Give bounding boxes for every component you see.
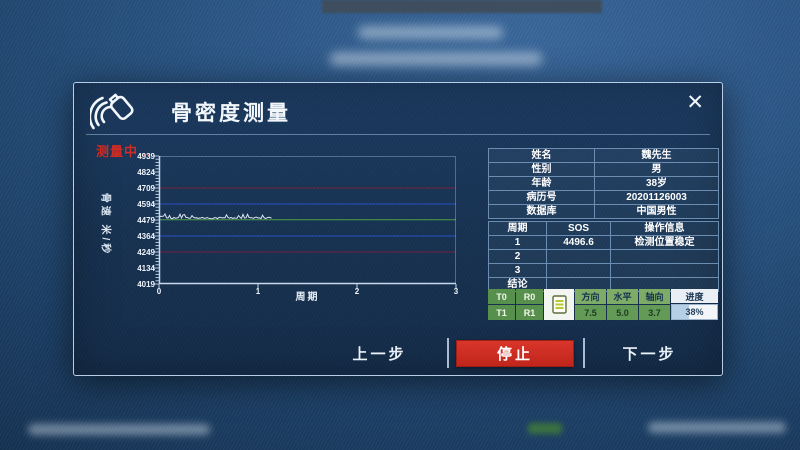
y-tick-label: 4824: [137, 167, 155, 177]
next-step-button[interactable]: 下一步: [592, 340, 707, 367]
y-tick-label: 4364: [137, 231, 155, 241]
direction-value: 7.5: [575, 305, 606, 320]
column-header: 周期: [488, 221, 547, 236]
bone-density-dialog: 骨密度测量 ✕ 测量中... 骨速 米/秒 4939 4824 4709 4594 44…: [73, 82, 723, 376]
x-tick-label: 2: [354, 287, 360, 296]
field-value: 男: [594, 162, 719, 177]
x-tick-label: 3: [453, 287, 459, 296]
sos-value: [546, 249, 611, 264]
cycle-results-table: 周期 SOS 操作信息 1 4496.6 检测位置稳定 2 3 结论: [488, 221, 719, 292]
sos-value: [546, 277, 611, 292]
previous-step-button[interactable]: 上一步: [322, 340, 437, 367]
table-row: 性别男: [488, 162, 719, 177]
x-tick-label: 1: [255, 287, 261, 296]
table-row: 2: [488, 249, 719, 264]
field-label: 姓名: [488, 148, 595, 163]
field-label: 性别: [488, 162, 595, 177]
stop-button[interactable]: 停止: [456, 340, 574, 367]
table-row: 病历号 20201126003: [488, 190, 719, 205]
field-value: 20201126003: [594, 190, 719, 205]
table-row: 数据库 中国男性: [488, 204, 719, 219]
column-header: SOS: [546, 221, 611, 236]
r0-cell: R0: [516, 289, 543, 304]
table-row: 3: [488, 263, 719, 278]
sos-line-chart: 4939 4824 4709 4594 4479 4364 4249 4134 4019 0 1 2 3: [137, 152, 458, 297]
axial-value: 3.7: [639, 305, 670, 320]
close-icon[interactable]: ✕: [686, 91, 704, 114]
status-panel: T0 T1 R0 R1 方向 7.5 水平 5.0: [488, 289, 718, 320]
blurred-background-title: [358, 26, 503, 39]
sos-value: 4496.6: [546, 235, 611, 250]
horizontal-value: 5.0: [607, 305, 638, 320]
field-value: 38岁: [594, 176, 719, 191]
field-label: 数据库: [488, 204, 595, 219]
x-axis-label: 周期: [295, 292, 320, 303]
y-tick-label: 4709: [137, 183, 155, 193]
y-tick-label: 4249: [137, 247, 155, 257]
y-tick-label: 4019: [137, 279, 155, 289]
table-header-row: 周期 SOS 操作信息: [488, 221, 719, 236]
progress-percent-text: 38%: [685, 307, 704, 317]
progress-header: 进度: [671, 289, 718, 303]
cycle-number: 3: [488, 263, 547, 278]
x-tick-label: 0: [156, 287, 162, 296]
table-row: 姓名 魏先生: [488, 148, 719, 163]
direction-header: 方向: [575, 289, 606, 304]
dialog-title: 骨密度测量: [171, 102, 291, 125]
table-row: 1 4496.6 检测位置稳定: [488, 235, 719, 250]
table-row: 年龄 38岁: [488, 176, 719, 191]
field-value: 魏先生: [594, 148, 719, 163]
cycle-number: 1: [488, 235, 547, 250]
horizontal-header: 水平: [607, 289, 638, 304]
y-tick-label: 4939: [137, 151, 155, 161]
notepad-icon: [544, 289, 574, 320]
blurred-background-subtitle: [330, 52, 542, 66]
chart-canvas: [153, 155, 457, 288]
operation-info: [610, 277, 719, 292]
blurred-footer-text-right: [648, 422, 786, 433]
t1-cell: T1: [488, 305, 515, 320]
background-window-bar: [322, 0, 602, 13]
cycle-number: 2: [488, 249, 547, 264]
button-divider: [447, 338, 449, 368]
field-label: 病历号: [488, 190, 595, 205]
y-tick-label: 4479: [137, 215, 155, 225]
patient-info-table: 姓名 魏先生 性别男 年龄 38岁 病历号 20201126003 数据库 中国男性: [488, 148, 719, 219]
ultrasound-probe-icon: [90, 93, 134, 130]
y-tick-label: 4594: [137, 199, 155, 209]
t0-cell: T0: [488, 289, 515, 304]
axial-header: 轴向: [639, 289, 670, 304]
operation-info: 检测位置稳定: [610, 235, 719, 250]
column-header: 操作信息: [610, 221, 719, 236]
conclusion-label: 结论: [488, 277, 547, 292]
button-divider: [583, 338, 585, 368]
field-value: 中国男性: [594, 204, 719, 219]
y-axis-label: 骨速 米/秒: [99, 192, 111, 257]
progress-fill: [672, 305, 690, 319]
operation-info: [610, 249, 719, 264]
sos-value: [546, 263, 611, 278]
operation-info: [610, 263, 719, 278]
table-row: 结论: [488, 277, 719, 292]
blurred-footer-text-left: [28, 424, 210, 435]
y-tick-label: 4134: [137, 263, 155, 273]
measuring-status-text: 测量中...: [96, 144, 152, 159]
r1-cell: R1: [516, 305, 543, 320]
blurred-footer-green-badge: [528, 423, 562, 434]
progress-bar: 38%: [671, 304, 718, 320]
header-divider: [86, 134, 710, 135]
field-label: 年龄: [488, 176, 595, 191]
